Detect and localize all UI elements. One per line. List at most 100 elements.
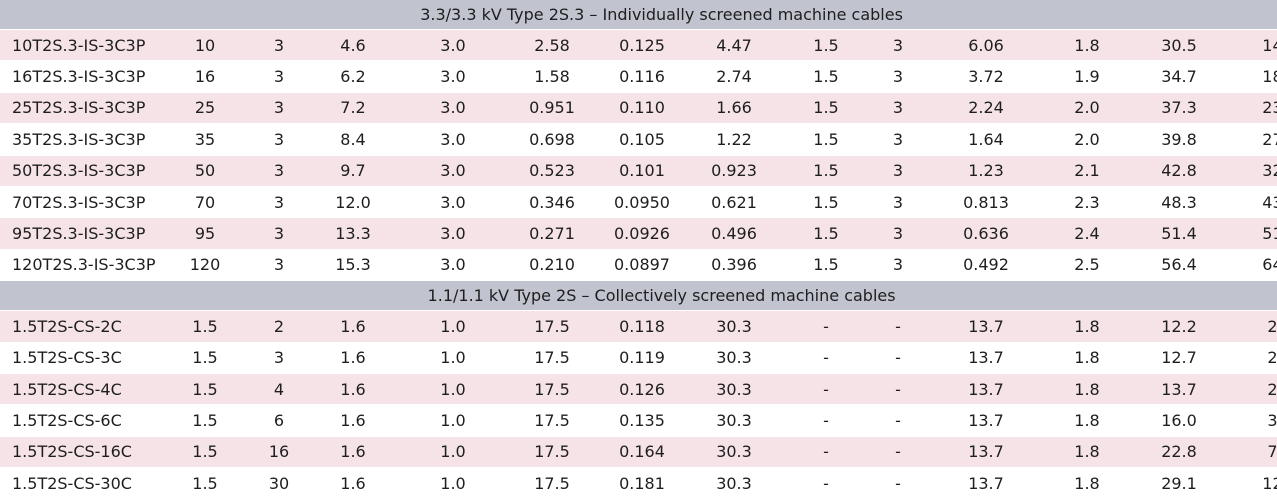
table-cell: 1.5 bbox=[780, 30, 872, 62]
table-cell: 0.116 bbox=[596, 61, 688, 93]
table-cell: 30.3 bbox=[688, 373, 780, 406]
table-cell: 13.3 bbox=[308, 218, 398, 250]
table-cell: 1.0 bbox=[398, 373, 508, 406]
table-cell: 9.7 bbox=[308, 155, 398, 187]
table-cell: 17.5 bbox=[508, 342, 596, 374]
table-cell: 1.8 bbox=[1048, 405, 1126, 437]
table-cell: 0.119 bbox=[596, 342, 688, 374]
table-cell: 25 bbox=[1232, 342, 1277, 374]
table-cell: - bbox=[872, 311, 924, 343]
table-cell: - bbox=[780, 311, 872, 343]
table-cell: 1.64 bbox=[924, 124, 1048, 156]
table-cell: 1.0 bbox=[398, 436, 508, 469]
table-cell: 1.5 bbox=[780, 218, 872, 250]
table-cell: 17.5 bbox=[508, 311, 596, 343]
table-cell: 1.6 bbox=[308, 405, 398, 437]
table-row: 70T2S.3-IS-3C3P 70 3 12.0 3.0 0.346 0.0950 0.62… bbox=[0, 186, 1277, 219]
table-cell: 13.7 bbox=[924, 405, 1048, 437]
table-cell: - bbox=[780, 436, 872, 469]
table-cell: - bbox=[780, 342, 872, 374]
cable-code-cell: 25T2S.3-IS-3C3P bbox=[0, 92, 160, 125]
table-cell: 6 bbox=[250, 405, 308, 437]
table-cell: 30.3 bbox=[688, 342, 780, 374]
table-cell: 17.5 bbox=[508, 468, 596, 499]
table-cell: 435 bbox=[1232, 186, 1277, 219]
table-cell: 3 bbox=[250, 61, 308, 93]
table-cell: 8.4 bbox=[308, 124, 398, 156]
table-cell: 3 bbox=[250, 124, 308, 156]
table-cell: 325 bbox=[1232, 155, 1277, 187]
table-cell: 1.8 bbox=[1048, 342, 1126, 374]
table-cell: 3 bbox=[872, 61, 924, 93]
table-cell: 17.5 bbox=[508, 436, 596, 469]
table-cell: 10 bbox=[160, 30, 250, 62]
table-cell: 2.4 bbox=[1048, 218, 1126, 250]
table-cell: 3 bbox=[872, 92, 924, 125]
cable-code-cell: 1.5T2S-CS-6C bbox=[0, 405, 160, 437]
table-cell: 95 bbox=[160, 218, 250, 250]
table-cell: 2.0 bbox=[1048, 92, 1126, 125]
table-cell: 3 bbox=[872, 30, 924, 62]
table-cell: 0.210 bbox=[508, 249, 596, 282]
table-cell: 30.3 bbox=[688, 311, 780, 343]
table-cell: 0.698 bbox=[508, 124, 596, 156]
table-row: 1.5T2S-CS-6C 1.5 6 1.6 1.0 17.5 0.135 30.3- -13.… bbox=[0, 405, 1277, 437]
table-cell: 1.8 bbox=[1048, 311, 1126, 343]
table-cell: 4 bbox=[250, 373, 308, 406]
table-cell: 51.4 bbox=[1126, 218, 1232, 250]
table-cell: 0.125 bbox=[596, 30, 688, 62]
table-cell: 50 bbox=[160, 155, 250, 187]
table-cell: 3.0 bbox=[398, 155, 508, 187]
table-cell: 1.0 bbox=[398, 405, 508, 437]
table-cell: 20 bbox=[1232, 311, 1277, 343]
table-cell: 3 bbox=[872, 249, 924, 282]
table-cell: 0.396 bbox=[688, 249, 780, 282]
table-cell: 1.0 bbox=[398, 311, 508, 343]
table-cell: 22.8 bbox=[1126, 436, 1232, 469]
table-row: 95T2S.3-IS-3C3P 95 3 13.3 3.0 0.271 0.0926 0.49… bbox=[0, 218, 1277, 250]
table-cell: 235 bbox=[1232, 92, 1277, 125]
table-cell: 2.3 bbox=[1048, 186, 1126, 219]
table-cell: 17.5 bbox=[508, 373, 596, 406]
table-cell: 48.3 bbox=[1126, 186, 1232, 219]
table-cell: 640 bbox=[1232, 249, 1277, 282]
table-cell: 3 bbox=[872, 155, 924, 187]
table-cell: 17.5 bbox=[508, 405, 596, 437]
table-cell: 0.523 bbox=[508, 155, 596, 187]
table-cell: 16.0 bbox=[1126, 405, 1232, 437]
section-header-row: 3.3/3.3 kV Type 2S.3 – Individually scre… bbox=[0, 0, 1277, 30]
table-cell: 0.496 bbox=[688, 218, 780, 250]
table-cell: 3 bbox=[250, 342, 308, 374]
table-cell: 16 bbox=[250, 436, 308, 469]
cable-code-cell: 70T2S.3-IS-3C3P bbox=[0, 186, 160, 219]
table-cell: 12.0 bbox=[308, 186, 398, 219]
table-cell: 3 bbox=[250, 30, 308, 62]
table-row: 1.5T2S-CS-30C 1.5 30 1.6 1.0 17.5 0.181 30.3- -1… bbox=[0, 468, 1277, 499]
table-cell: 75 bbox=[1232, 436, 1277, 469]
table-cell: 6.06 bbox=[924, 30, 1048, 62]
table-row: 1.5T2S-CS-2C 1.5 2 1.6 1.0 17.5 0.118 30.3- -13.… bbox=[0, 311, 1277, 343]
table-cell: 3.0 bbox=[398, 218, 508, 250]
table-cell: 1.0 bbox=[398, 468, 508, 499]
table-cell: 4.6 bbox=[308, 30, 398, 62]
table-cell: 515 bbox=[1232, 218, 1277, 250]
cable-code-cell: 1.5T2S-CS-3C bbox=[0, 342, 160, 374]
table-cell: 15.3 bbox=[308, 249, 398, 282]
table-row: 25T2S.3-IS-3C3P 25 3 7.2 3.0 0.951 0.110 1.66 1.… bbox=[0, 92, 1277, 125]
table-cell: 0.346 bbox=[508, 186, 596, 219]
table-row: 1.5T2S-CS-4C 1.5 4 1.6 1.0 17.5 0.126 30.3- -13.… bbox=[0, 373, 1277, 406]
table-cell: 3.72 bbox=[924, 61, 1048, 93]
section-header-row: 1.1/1.1 kV Type 2S – Collectively screen… bbox=[0, 281, 1277, 312]
table-cell: 1.5 bbox=[160, 405, 250, 437]
section-title: 1.1/1.1 kV Type 2S – Collectively screen… bbox=[0, 281, 1277, 312]
table-cell: 7.2 bbox=[308, 92, 398, 125]
table-cell: 3 bbox=[872, 218, 924, 250]
table-cell: 12.2 bbox=[1126, 311, 1232, 343]
table-cell: 30.3 bbox=[688, 468, 780, 499]
table-cell: 3.0 bbox=[398, 92, 508, 125]
table-row: 1.5T2S-CS-16C 1.5 16 1.6 1.0 17.5 0.164 30.3- -1… bbox=[0, 436, 1277, 469]
table-cell: 4.47 bbox=[688, 30, 780, 62]
table-cell: 13.7 bbox=[924, 436, 1048, 469]
table-cell: 3.0 bbox=[398, 61, 508, 93]
table-cell: 1.66 bbox=[688, 92, 780, 125]
